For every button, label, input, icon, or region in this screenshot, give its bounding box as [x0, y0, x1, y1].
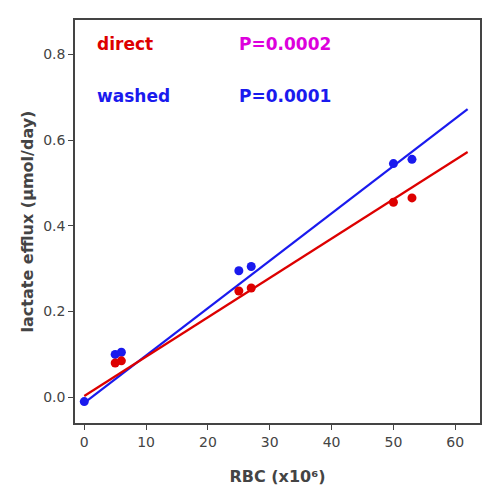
- svg-text:0.0: 0.0: [43, 389, 65, 405]
- svg-text:10: 10: [137, 434, 155, 450]
- svg-text:0.8: 0.8: [43, 46, 65, 62]
- svg-text:lactate efflux (μmol/day): lactate efflux (μmol/day): [18, 111, 37, 333]
- svg-text:0.4: 0.4: [43, 218, 65, 234]
- svg-text:P=0.0001: P=0.0001: [239, 86, 331, 106]
- svg-text:washed: washed: [97, 86, 170, 106]
- svg-text:RBC (x10⁶): RBC (x10⁶): [229, 467, 325, 486]
- svg-text:0: 0: [80, 434, 89, 450]
- svg-text:P=0.0002: P=0.0002: [239, 34, 331, 54]
- svg-text:0.6: 0.6: [43, 132, 65, 148]
- svg-text:50: 50: [385, 434, 403, 450]
- svg-text:40: 40: [323, 434, 341, 450]
- svg-text:30: 30: [261, 434, 279, 450]
- svg-text:direct: direct: [97, 34, 153, 54]
- svg-text:0.2: 0.2: [43, 303, 65, 319]
- svg-text:60: 60: [446, 434, 464, 450]
- svg-text:20: 20: [199, 434, 217, 450]
